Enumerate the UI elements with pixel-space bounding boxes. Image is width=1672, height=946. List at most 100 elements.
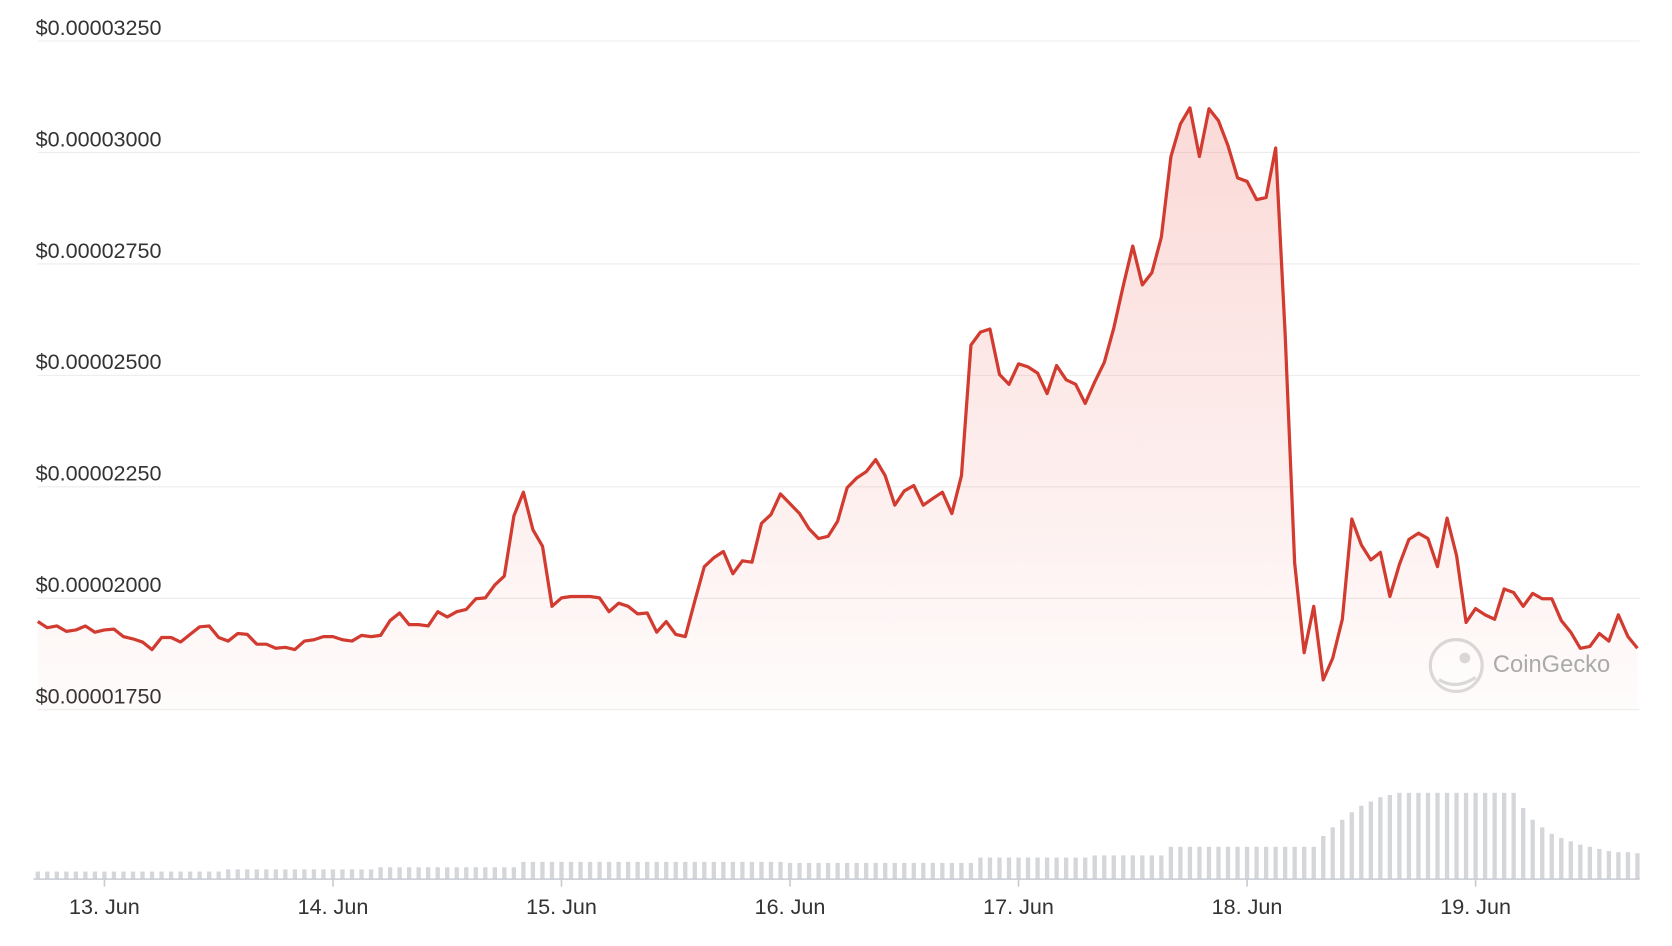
volume-bar	[473, 867, 478, 880]
volume-bar	[968, 862, 974, 880]
volume-bar	[511, 867, 517, 880]
volume-bar	[673, 861, 678, 880]
volume-bar	[940, 862, 945, 880]
volume-bar	[1111, 855, 1116, 880]
volume-bar	[64, 871, 69, 880]
volume-bar	[559, 861, 564, 880]
volume-bar	[397, 867, 402, 880]
volume-bar	[1035, 857, 1040, 880]
volume-bar	[1559, 838, 1564, 880]
volume-bar	[873, 862, 878, 880]
volume-bar	[1378, 797, 1383, 880]
volume-bar	[254, 869, 259, 880]
volume-bar	[159, 871, 164, 880]
volume-bar	[416, 867, 421, 880]
volume-bar	[959, 862, 964, 880]
volume-bar	[606, 861, 612, 880]
watermark-logo	[1428, 638, 1484, 694]
volume-bar	[911, 862, 916, 880]
volume-bar	[283, 869, 288, 880]
volume-bar	[978, 857, 983, 880]
volume-bar	[1273, 846, 1278, 880]
volume-bar	[1187, 846, 1193, 880]
volume-bar	[1521, 807, 1526, 880]
volume-bar	[1140, 855, 1145, 880]
x-tick-label: 16. Jun	[755, 894, 826, 919]
volume-bar	[921, 862, 926, 880]
volume-bar	[273, 869, 278, 880]
volume-bar	[816, 862, 821, 880]
volume-bar	[635, 861, 640, 880]
volume-bar	[149, 871, 155, 880]
x-tick-label: 18. Jun	[1212, 894, 1283, 919]
plot: $0.00001750$0.00002000$0.00002250$0.0000…	[33, 15, 1640, 919]
volume-bar	[1492, 792, 1497, 880]
volume-bar	[330, 869, 336, 880]
price-line	[36, 106, 1639, 682]
volume-bar	[121, 871, 126, 880]
volume-bar	[168, 871, 174, 880]
volume-bar	[1225, 846, 1231, 880]
volume-bar	[1463, 792, 1469, 880]
volume-bar	[797, 862, 802, 880]
x-tick-label: 13. Jun	[69, 894, 140, 919]
volume-bar	[578, 861, 583, 880]
volume-bar	[140, 871, 145, 880]
volume-bar	[1406, 792, 1412, 880]
volume-bar	[445, 867, 450, 880]
volume-bar	[1073, 857, 1078, 880]
volume-bar	[483, 867, 488, 880]
volume-bar	[83, 871, 88, 880]
volume-bar	[1435, 792, 1440, 880]
volume-bar	[1244, 846, 1250, 880]
volume-bar	[1482, 792, 1488, 880]
volume-bar	[54, 871, 59, 880]
volume-bar	[1397, 792, 1402, 880]
volume-bar	[187, 871, 193, 880]
volume-bar	[1206, 846, 1212, 880]
volume-bar	[1121, 855, 1126, 880]
volume-bar	[902, 862, 907, 880]
volume-bar	[226, 869, 231, 880]
volume-bar	[1606, 851, 1612, 880]
volume-bar	[1025, 857, 1031, 880]
volume-bar	[892, 862, 897, 880]
volume-bar	[1454, 792, 1459, 880]
volume-bar	[521, 861, 526, 880]
volume-bar	[1330, 827, 1335, 880]
volume-bar	[245, 869, 250, 880]
volume-bar	[1530, 819, 1535, 880]
volume-bar	[35, 871, 40, 880]
volume-bar	[549, 861, 555, 880]
volume-bar	[1063, 857, 1069, 880]
volume-bar	[1578, 844, 1583, 880]
volume-bar	[883, 862, 888, 880]
volume-bar	[1044, 857, 1050, 880]
volume-bar	[1349, 812, 1354, 880]
volume-bar	[987, 857, 993, 880]
volume-bar	[502, 867, 507, 880]
volume-bar	[311, 869, 317, 880]
volume-bar	[1054, 857, 1059, 880]
volume-bar	[1368, 801, 1374, 880]
volume-bar	[587, 861, 593, 880]
volume-bar	[340, 869, 345, 880]
volume-bar	[1216, 846, 1221, 880]
volume-bar	[1092, 855, 1097, 880]
volume-bar	[368, 869, 374, 880]
volume-bar	[759, 861, 764, 880]
volume-bar	[1178, 846, 1183, 880]
volume-bar	[1311, 846, 1316, 880]
volume-bar	[130, 871, 136, 880]
volume-bar	[930, 862, 935, 880]
volume-bar	[568, 861, 574, 880]
volume-bar	[625, 861, 631, 880]
y-tick-label: $0.00002750	[36, 238, 162, 263]
volume-bar	[683, 861, 688, 880]
volume-bar	[1254, 846, 1259, 880]
volume-bar	[1540, 827, 1545, 880]
volume-bar	[1387, 794, 1393, 880]
volume-bar	[1159, 855, 1164, 880]
volume-bar	[1425, 792, 1431, 880]
volume-bar	[406, 867, 412, 880]
